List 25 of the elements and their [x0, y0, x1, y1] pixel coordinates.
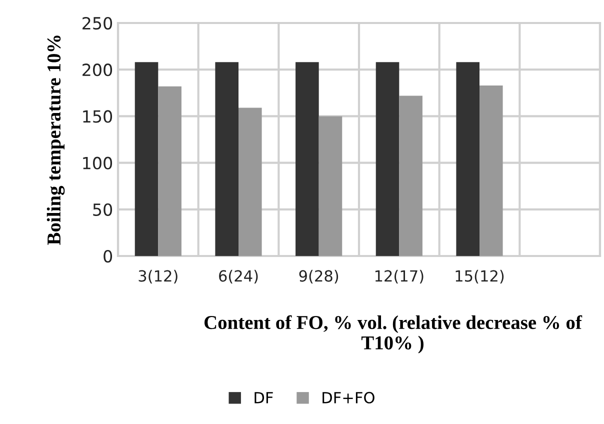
y-tick-label: 100 — [83, 156, 112, 170]
bar — [215, 62, 238, 256]
bar — [296, 62, 319, 256]
y-axis-title: Boiling temperature 10% — [46, 36, 65, 245]
x-tick-label: 6(24) — [219, 270, 258, 284]
bar — [480, 85, 503, 256]
bar — [376, 62, 400, 256]
bar — [238, 108, 262, 256]
y-tick-label: 250 — [82, 16, 112, 30]
x-tick-label: 12(17) — [375, 270, 424, 284]
x-tick-label: 9(28) — [299, 270, 338, 284]
x-tick-label: 3(12) — [138, 270, 178, 284]
bar — [399, 96, 422, 256]
bar — [158, 86, 182, 256]
y-tick-label: 200 — [82, 64, 112, 76]
y-tick-label: 0 — [104, 250, 112, 263]
legend-label: DF+FO — [322, 392, 374, 404]
bar — [456, 62, 480, 256]
legend-label: DF — [254, 392, 273, 404]
x-tick-label: 15(12) — [456, 270, 504, 284]
y-tick-label: 50 — [93, 203, 112, 216]
y-tick-label: 150 — [83, 110, 112, 123]
x-axis-title: Content of FO, % vol. (relative decrease % of T10% ) — [204, 315, 582, 354]
bar — [318, 116, 342, 256]
bar — [134, 62, 158, 256]
